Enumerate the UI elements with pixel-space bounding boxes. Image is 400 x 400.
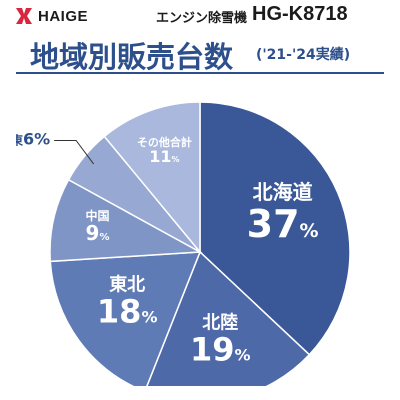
chart-subtitle: ('21-'24実績) [256, 47, 351, 63]
chart-title: 地域別販売台数 [30, 40, 234, 74]
slice-name-kanto: 関東 [16, 132, 23, 147]
slice-name-hokkaido: 北海道 [253, 180, 313, 204]
kanto-leader-line [54, 139, 95, 165]
title-row: 地域別販売台数 ('21-'24実績) [0, 32, 400, 74]
slice-value-other: 11% [149, 147, 179, 166]
slice-name-other: その他合計 [137, 135, 192, 149]
slice-value-kanto: 6% [23, 129, 50, 148]
pie-slice-hokkaido [199, 101, 351, 356]
slice-label-kanto: 関東6% [16, 129, 50, 148]
product-name: エンジン除雪機 [156, 11, 248, 26]
title-divider [16, 72, 384, 74]
slice-value-hokkaido: 37% [247, 202, 319, 246]
slice-value-chugoku: 9% [86, 221, 110, 245]
brand-logo: HAIGE [14, 5, 88, 27]
haige-logo-icon [16, 8, 32, 24]
pie-slice-other [103, 101, 201, 255]
slice-name-tohoku: 東北 [109, 274, 145, 296]
header-bar: HAIGE エンジン除雪機 HG-K8718 [0, 0, 400, 32]
pie-slice-chugoku [49, 178, 203, 263]
slice-value-tohoku: 18% [97, 293, 158, 331]
slice-name-chugoku: 中国 [86, 208, 110, 223]
pie-slice-hokuriku [146, 250, 311, 386]
pie-slice-tohoku [49, 251, 202, 386]
slice-value-hokuriku: 19% [190, 330, 251, 368]
model-number: HG-K8718 [252, 3, 348, 25]
slice-name-hokuriku: 北陸 [202, 311, 238, 333]
brand-name: HAIGE [38, 7, 89, 25]
